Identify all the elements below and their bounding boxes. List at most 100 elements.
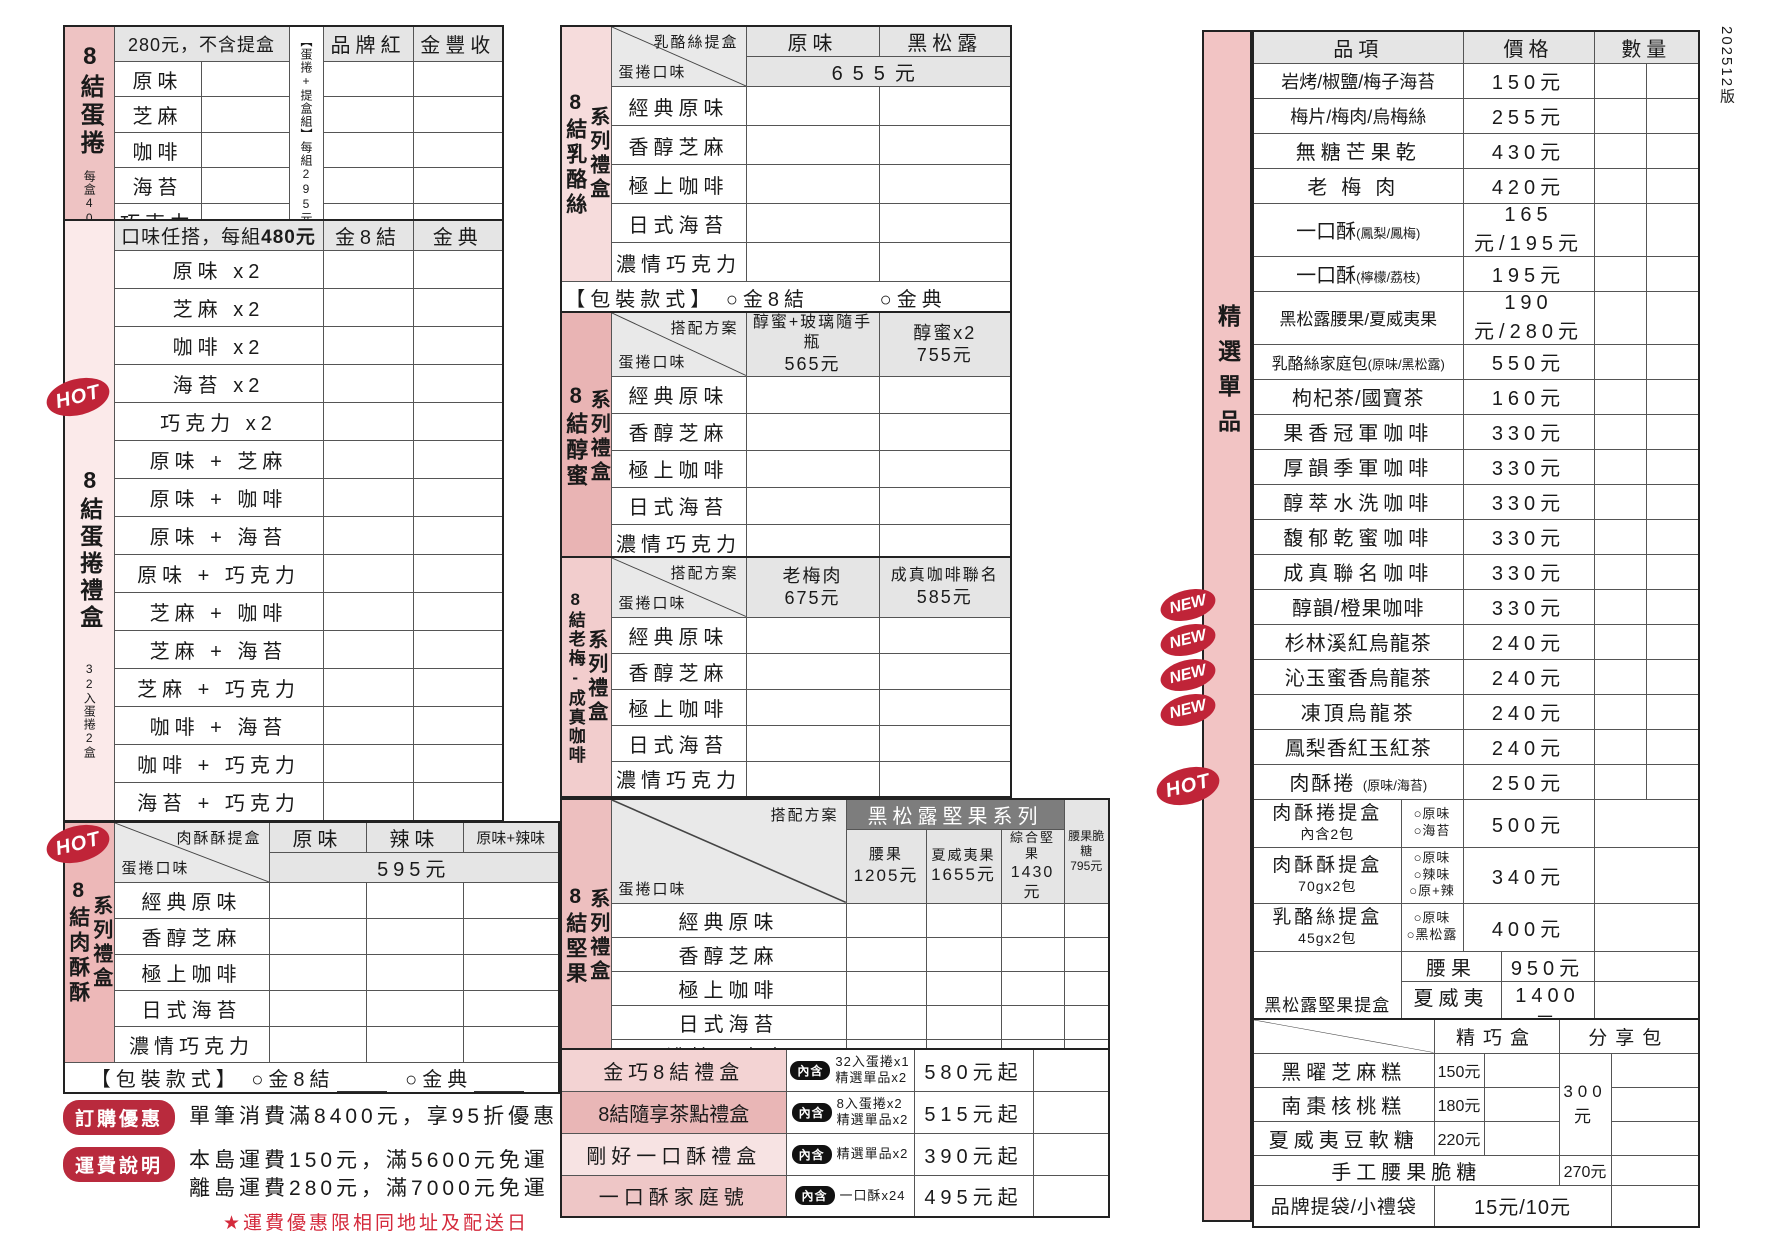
qty-cell[interactable] [878, 449, 1012, 488]
qty-cell[interactable] [412, 326, 504, 365]
qty-cell[interactable] [322, 288, 414, 327]
qty-cell[interactable] [925, 902, 1002, 938]
qty-cell[interactable] [412, 60, 504, 98]
qty-cell[interactable] [1593, 378, 1647, 415]
qty-cell[interactable] [1593, 290, 1647, 345]
qty-cell[interactable] [1483, 1086, 1560, 1122]
qty-cell[interactable] [745, 164, 880, 204]
qty-cell[interactable] [878, 688, 1012, 726]
qty-cell[interactable] [745, 412, 880, 451]
qty-cell[interactable] [1593, 448, 1647, 485]
qty-cell[interactable] [412, 592, 504, 631]
qty-cell[interactable] [745, 688, 880, 726]
qty-cell[interactable] [1593, 518, 1647, 555]
packaging-blank-line[interactable] [474, 1070, 525, 1092]
qty-cell[interactable] [1645, 290, 1700, 345]
qty-cell[interactable] [365, 1026, 464, 1063]
qty-cell[interactable] [1645, 132, 1700, 169]
qty-cell[interactable] [1645, 658, 1700, 695]
qty-cell[interactable] [1032, 1090, 1110, 1134]
qty-cell[interactable] [412, 516, 504, 555]
qty-cell[interactable] [1000, 902, 1065, 938]
qty-cell[interactable] [412, 402, 504, 441]
qty-cell[interactable] [1593, 763, 1647, 800]
qty-cell[interactable] [878, 375, 1012, 414]
qty-cell[interactable] [412, 782, 504, 821]
packaging-option-classic[interactable]: ○金典 [879, 288, 947, 311]
qty-cell[interactable] [412, 96, 504, 133]
qty-cell[interactable] [1593, 132, 1647, 169]
qty-cell[interactable] [1645, 97, 1700, 134]
qty-cell[interactable] [1645, 378, 1700, 415]
qty-cell[interactable] [845, 902, 927, 938]
qty-cell[interactable] [1593, 728, 1647, 765]
qty-cell[interactable] [200, 131, 290, 169]
box-item-options[interactable]: ○原味 ○辣味 ○原+辣 [1400, 846, 1464, 904]
qty-cell[interactable] [1645, 728, 1700, 765]
qty-cell[interactable] [322, 96, 414, 133]
qty-cell[interactable] [1593, 553, 1647, 590]
qty-cell[interactable] [1000, 936, 1065, 972]
qty-cell[interactable] [745, 375, 880, 414]
qty-cell[interactable] [745, 449, 880, 488]
qty-cell[interactable] [1000, 1004, 1065, 1040]
qty-cell[interactable] [268, 882, 367, 919]
qty-cell[interactable] [845, 1004, 927, 1040]
qty-cell[interactable] [322, 478, 414, 517]
qty-cell[interactable] [1593, 413, 1647, 450]
qty-cell[interactable] [412, 364, 504, 403]
qty-cell[interactable] [878, 652, 1012, 690]
qty-cell[interactable] [878, 164, 1012, 204]
qty-cell[interactable] [1063, 936, 1110, 972]
qty-cell[interactable] [322, 250, 414, 289]
qty-cell[interactable] [412, 630, 504, 669]
qty-cell[interactable] [1593, 950, 1700, 982]
qty-cell[interactable] [878, 86, 1012, 126]
qty-cell[interactable] [1610, 1120, 1700, 1156]
qty-cell[interactable] [1645, 62, 1700, 99]
qty-cell[interactable] [322, 364, 414, 403]
qty-cell[interactable] [745, 760, 880, 798]
qty-cell[interactable] [1610, 1184, 1700, 1228]
qty-cell[interactable] [845, 936, 927, 972]
qty-cell[interactable] [365, 990, 464, 1027]
qty-cell[interactable] [462, 1026, 560, 1063]
qty-cell[interactable] [412, 131, 504, 169]
qty-cell[interactable] [322, 131, 414, 169]
qty-cell[interactable] [322, 668, 414, 707]
qty-cell[interactable] [1645, 553, 1700, 590]
qty-cell[interactable] [322, 326, 414, 365]
qty-cell[interactable] [1593, 623, 1647, 660]
qty-cell[interactable] [745, 203, 880, 243]
qty-cell[interactable] [322, 630, 414, 669]
qty-cell[interactable] [412, 440, 504, 479]
packaging-option-gold8[interactable]: ○金8結 [251, 1069, 335, 1091]
qty-cell[interactable] [1645, 255, 1700, 292]
qty-cell[interactable] [1645, 483, 1700, 520]
qty-cell[interactable] [1645, 693, 1700, 730]
packaging-option-classic[interactable]: ○金典 [405, 1069, 473, 1091]
qty-cell[interactable] [878, 242, 1012, 282]
qty-cell[interactable] [462, 990, 560, 1027]
box-item-options[interactable]: ○原味 ○海苔 [1400, 798, 1464, 848]
qty-cell[interactable] [878, 616, 1012, 654]
qty-cell[interactable] [878, 203, 1012, 243]
qty-cell[interactable] [1063, 902, 1110, 938]
qty-cell[interactable] [745, 652, 880, 690]
qty-cell[interactable] [412, 250, 504, 289]
qty-cell[interactable] [365, 954, 464, 991]
qty-cell[interactable] [1610, 1086, 1700, 1122]
qty-cell[interactable] [322, 440, 414, 479]
qty-cell[interactable] [1483, 1052, 1560, 1088]
qty-cell[interactable] [1645, 588, 1700, 625]
qty-cell[interactable] [322, 592, 414, 631]
qty-cell[interactable] [462, 954, 560, 991]
qty-cell[interactable] [1645, 623, 1700, 660]
qty-cell[interactable] [1593, 97, 1647, 134]
qty-cell[interactable] [925, 936, 1002, 972]
qty-cell[interactable] [925, 970, 1002, 1006]
qty-cell[interactable] [1063, 970, 1110, 1006]
qty-cell[interactable] [745, 486, 880, 525]
qty-cell[interactable] [1593, 343, 1647, 380]
qty-cell[interactable] [1063, 1004, 1110, 1040]
